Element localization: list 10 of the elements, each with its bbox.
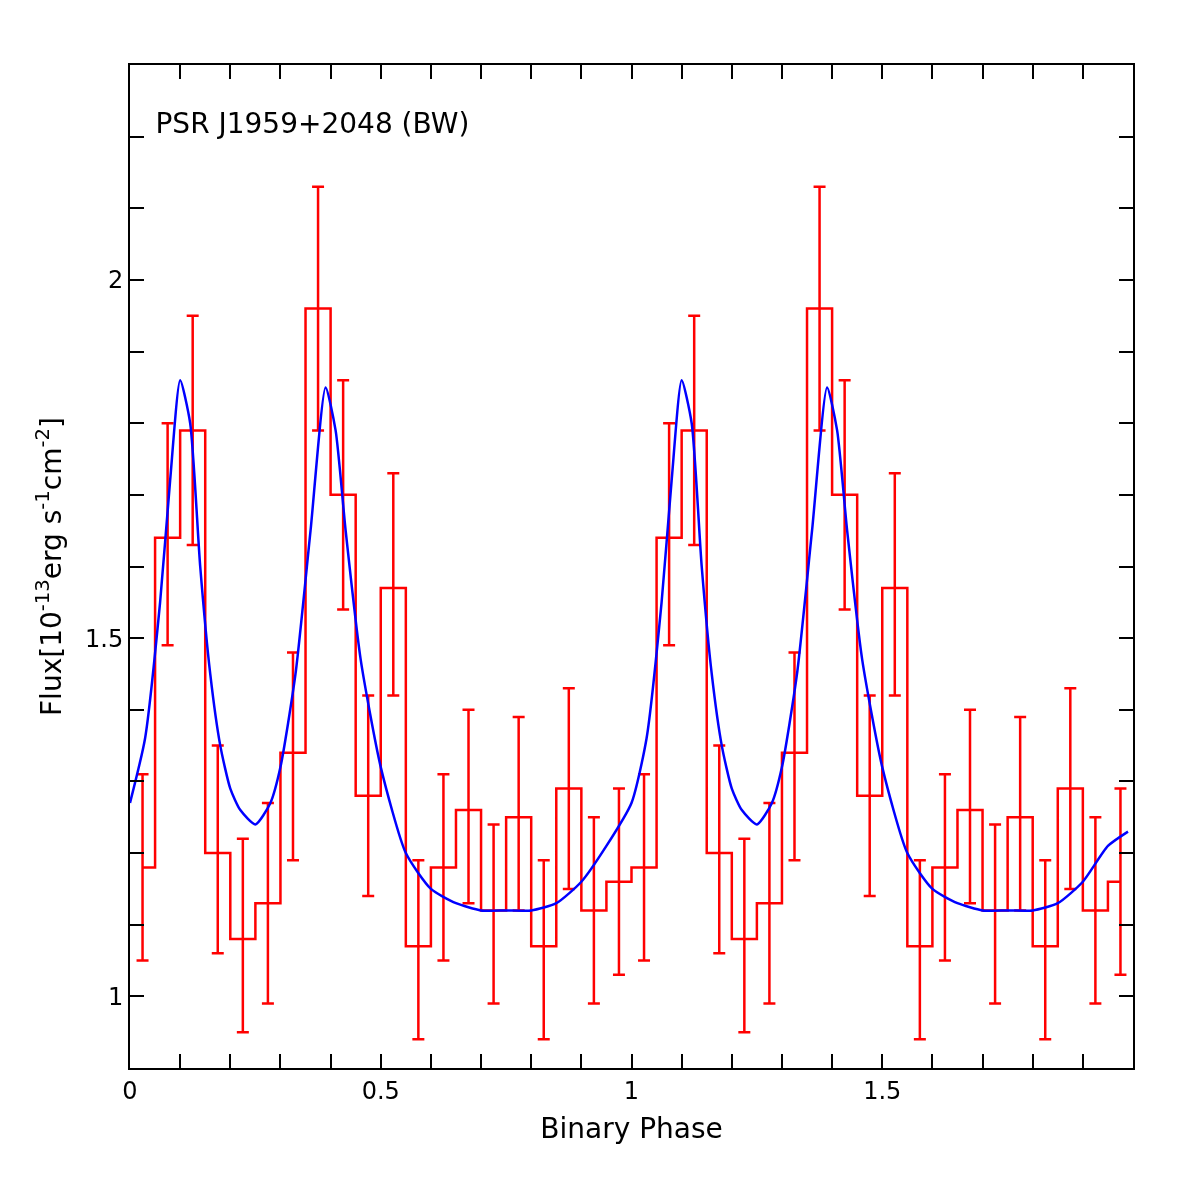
y-tick-label: 1.5 — [85, 624, 124, 653]
y-tick-label: 1 — [107, 982, 124, 1011]
x-tick-label: 1.5 — [863, 1076, 902, 1105]
x-tick-label: 0 — [122, 1076, 138, 1105]
x-axis-title: Binary Phase — [540, 1112, 723, 1146]
line-series — [130, 378, 1130, 912]
y-tick-label: 2 — [107, 266, 124, 295]
x-tick-label: 0.5 — [361, 1076, 400, 1105]
text: PSR J1959+2048 (BW) — [155, 107, 470, 141]
x-tick-label: 1 — [623, 1076, 640, 1105]
